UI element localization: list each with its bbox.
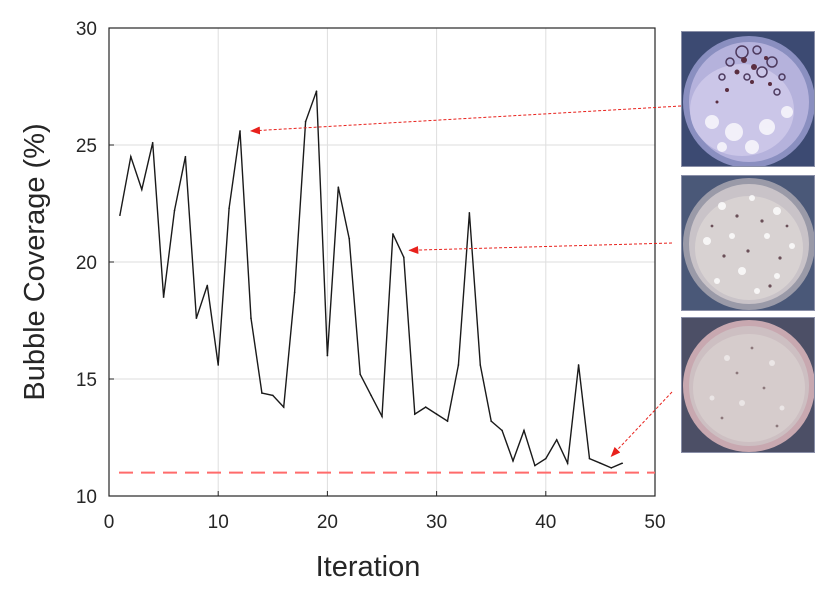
annotation-arrow <box>249 105 682 135</box>
data-point <box>162 296 165 298</box>
data-point <box>392 233 394 235</box>
data-point <box>501 429 503 432</box>
foam-photo-high <box>682 32 814 166</box>
data-point <box>468 212 471 214</box>
foam-image-low <box>681 317 815 453</box>
y-tick-label: 25 <box>76 136 97 157</box>
y-tick-label: 20 <box>76 253 97 274</box>
data-point <box>370 394 372 397</box>
x-axis-label: Iteration <box>316 551 421 583</box>
annotation-arrow <box>408 242 673 255</box>
y-tick-label: 30 <box>76 19 97 40</box>
x-tick-label: 10 <box>208 512 229 533</box>
data-point <box>151 141 154 144</box>
data-point <box>566 462 569 465</box>
data-point <box>217 364 219 366</box>
x-tick-labels: 0 10 20 30 40 50 <box>104 512 666 533</box>
foam-image-medium <box>681 175 815 311</box>
ticks <box>108 27 656 497</box>
data-point <box>479 364 482 366</box>
data-point <box>512 460 514 462</box>
data-point <box>293 291 296 294</box>
y-tick-labels: 10 15 20 25 30 <box>76 19 97 508</box>
annotation-arrow <box>610 391 673 457</box>
data-point <box>206 284 209 287</box>
data-points <box>119 90 624 469</box>
data-point <box>348 237 351 240</box>
data-point <box>534 464 536 467</box>
data-point <box>446 420 449 422</box>
grid <box>109 28 655 496</box>
data-point <box>326 354 329 357</box>
data-point <box>403 256 405 259</box>
x-tick-label: 20 <box>317 512 338 533</box>
x-tick-label: 0 <box>104 512 115 533</box>
data-point <box>457 364 460 366</box>
data-point <box>173 209 176 212</box>
foam-photo-medium <box>682 176 814 310</box>
x-tick-label: 50 <box>644 512 665 533</box>
data-point <box>359 373 361 376</box>
data-point <box>195 317 198 319</box>
data-point <box>523 429 525 432</box>
foam-photo-low <box>682 318 814 452</box>
foam-image-high <box>681 31 815 167</box>
data-point <box>261 392 263 394</box>
data-point <box>599 462 602 465</box>
data-point <box>588 457 591 460</box>
data-point <box>272 394 274 397</box>
y-tick-label: 15 <box>76 370 97 391</box>
data-point <box>140 188 143 191</box>
y-tick-label: 10 <box>76 487 97 508</box>
data-point <box>413 413 416 415</box>
data-point <box>435 413 438 415</box>
data-point <box>304 120 307 123</box>
data-point <box>228 207 230 209</box>
data-point <box>621 462 624 465</box>
data-point <box>239 130 241 132</box>
x-tick-label: 40 <box>535 512 556 533</box>
data-point <box>282 406 285 408</box>
data-point <box>119 214 121 216</box>
data-point <box>555 439 558 441</box>
annotation-arrows <box>249 105 682 457</box>
series-line <box>119 90 623 469</box>
data-point <box>381 415 383 418</box>
data-point <box>130 155 132 158</box>
y-axis-label: Bubble Coverage (%) <box>19 123 51 400</box>
data-point <box>610 467 613 469</box>
data-point <box>577 364 580 366</box>
data-point <box>545 457 547 460</box>
data-point <box>315 90 318 92</box>
data-point <box>250 317 252 319</box>
data-point <box>184 155 187 158</box>
data-point <box>490 420 493 422</box>
x-tick-label: 30 <box>426 512 447 533</box>
data-point <box>424 406 427 408</box>
data-point <box>337 186 340 188</box>
